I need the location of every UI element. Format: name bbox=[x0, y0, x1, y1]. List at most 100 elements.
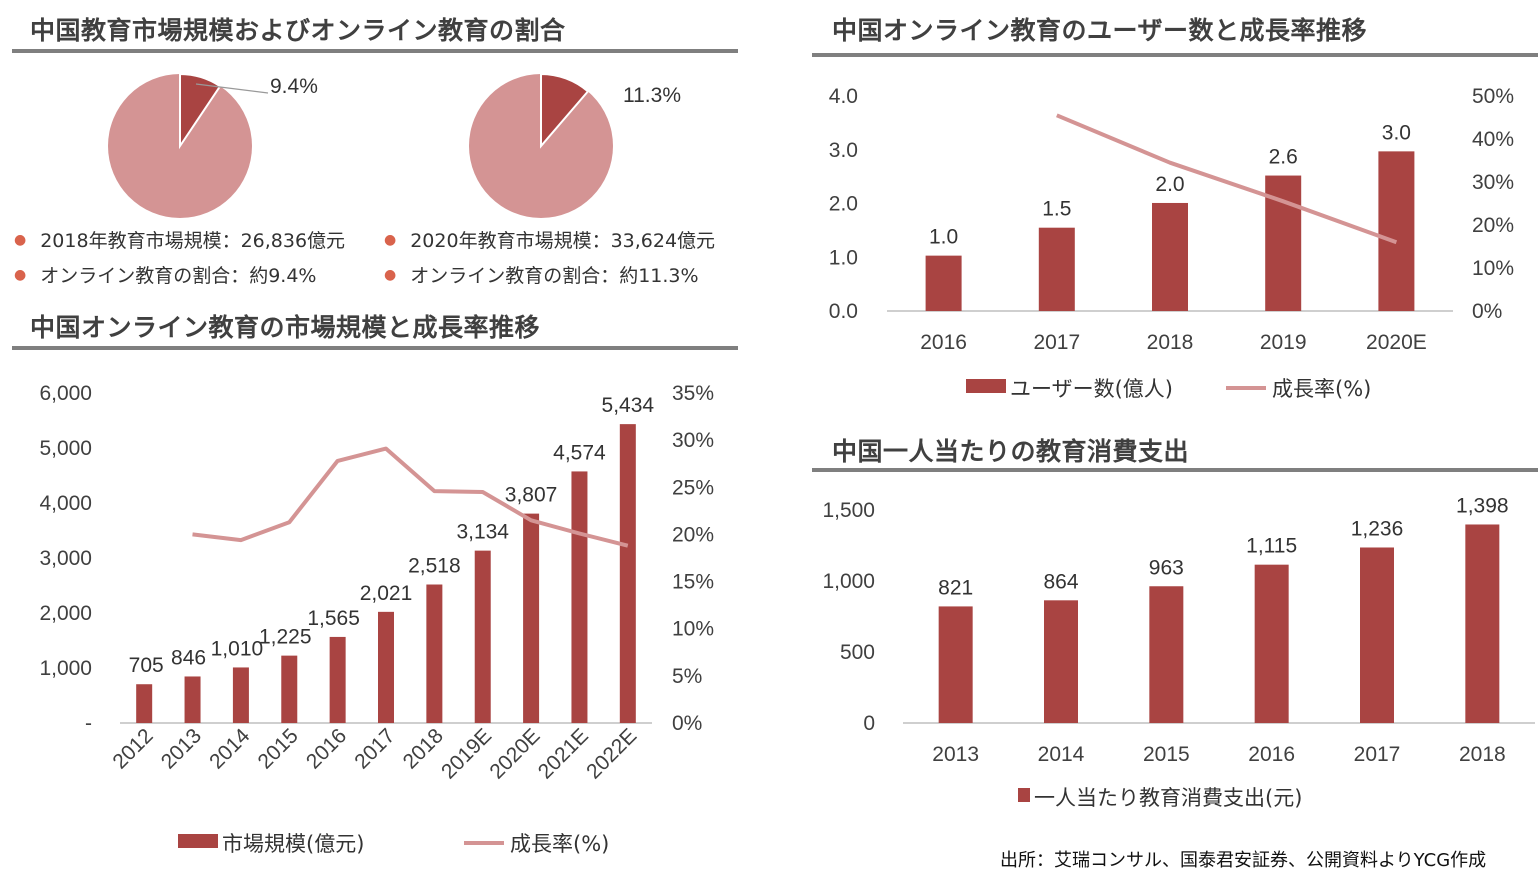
spend-legend-bar-label: 一人当たり教育消費支出(元) bbox=[1034, 786, 1302, 810]
market-y-tick: - bbox=[85, 712, 92, 735]
users-bar bbox=[1378, 151, 1415, 311]
market-y2-tick: 15% bbox=[672, 571, 714, 594]
spend-data-label: 864 bbox=[1043, 570, 1078, 593]
market-x-tick: 2012 bbox=[108, 724, 157, 773]
pie-1-online-slice bbox=[179, 72, 222, 150]
pie-1-label: 9.4% bbox=[270, 75, 318, 98]
market-legend-line-label: 成長率(%) bbox=[510, 832, 609, 856]
pie-2-label: 11.3% bbox=[623, 84, 681, 107]
source-note: 出所：艾瑞コンサル、国泰君安証券、公開資料よりYCG作成 bbox=[1000, 850, 1487, 871]
spend-x-tick: 2017 bbox=[1354, 743, 1401, 766]
market-data-label: 4,574 bbox=[553, 441, 606, 464]
users-y2-tick: 40% bbox=[1472, 128, 1514, 151]
users-data-label: 1.5 bbox=[1042, 198, 1071, 221]
users-legend-bar-label: ユーザー数(億人) bbox=[1010, 377, 1173, 401]
spend-data-label: 1,115 bbox=[1246, 535, 1297, 558]
market-x-tick: 2020E bbox=[485, 724, 544, 783]
users-x-tick: 2017 bbox=[1033, 331, 1080, 354]
spend-x-tick: 2016 bbox=[1248, 743, 1295, 766]
market-data-label: 846 bbox=[171, 646, 206, 669]
spend-data-label: 821 bbox=[938, 576, 973, 599]
market-chart-title: 中国オンライン教育の市場規模と成長率推移 bbox=[30, 313, 541, 342]
users-bar bbox=[925, 255, 962, 311]
market-data-label: 1,225 bbox=[259, 626, 312, 649]
market-data-label: 2,518 bbox=[408, 555, 461, 578]
spend-bar bbox=[1044, 600, 1078, 723]
market-x-tick: 2013 bbox=[157, 724, 206, 773]
users-chart-title: 中国オンライン教育のユーザー数と成長率推移 bbox=[832, 16, 1368, 45]
market-bar bbox=[184, 676, 201, 723]
users-y-tick: 3.0 bbox=[829, 139, 858, 162]
users-y-tick: 1.0 bbox=[829, 246, 858, 269]
users-y-tick: 4.0 bbox=[829, 85, 858, 108]
market-bar bbox=[523, 513, 540, 723]
market-growth-line bbox=[192, 446, 629, 548]
spend-y-tick: 1,500 bbox=[822, 499, 875, 522]
users-y2-tick: 20% bbox=[1472, 214, 1514, 237]
users-y2-tick: 30% bbox=[1472, 171, 1514, 194]
spend-bar bbox=[938, 606, 973, 723]
spend-y-tick: 0 bbox=[863, 712, 875, 735]
users-data-label: 3.0 bbox=[1382, 121, 1411, 144]
market-data-label: 3,807 bbox=[505, 484, 558, 507]
market-legend-bar-swatch bbox=[178, 834, 218, 848]
pies-title: 中国教育市場規模およびオンライン教育の割合 bbox=[30, 16, 566, 45]
market-data-label: 705 bbox=[129, 654, 164, 677]
market-bar bbox=[571, 471, 588, 723]
pie1-bullet-1: ● 2018年教育市場規模：26,836億元 bbox=[14, 230, 346, 252]
pie-1-leader-line bbox=[195, 83, 269, 94]
bullet-dot-icon: ● bbox=[14, 232, 27, 248]
market-bar bbox=[136, 684, 153, 723]
market-data-label: 5,434 bbox=[602, 394, 655, 417]
market-data-label: 2,021 bbox=[360, 582, 413, 605]
spend-x-tick: 2013 bbox=[932, 743, 979, 766]
users-y2-tick: 10% bbox=[1472, 257, 1514, 280]
users-data-label: 2.6 bbox=[1269, 146, 1298, 169]
spend-y-tick: 500 bbox=[840, 641, 875, 664]
market-data-label: 1,010 bbox=[211, 637, 264, 660]
users-y2-tick: 50% bbox=[1472, 85, 1514, 108]
market-x-tick: 2017 bbox=[350, 724, 399, 773]
market-x-tick: 2021E bbox=[534, 724, 593, 783]
market-data-label: 1,565 bbox=[307, 607, 360, 630]
spend-title-rule bbox=[812, 468, 1538, 472]
users-growth-line bbox=[1056, 113, 1398, 245]
bullet-dot-icon: ● bbox=[14, 267, 27, 283]
market-y-tick: 1,000 bbox=[39, 657, 92, 680]
spend-data-label: 1,236 bbox=[1351, 517, 1404, 540]
bullet-dot-icon: ● bbox=[384, 267, 397, 283]
spend-chart-title: 中国一人当たりの教育消費支出 bbox=[832, 437, 1190, 466]
spend-data-label: 963 bbox=[1149, 556, 1184, 579]
spend-x-tick: 2015 bbox=[1143, 743, 1190, 766]
spend-bar bbox=[1465, 524, 1500, 723]
pie2-bullet-2: ● オンライン教育の割合：約11.3% bbox=[384, 265, 699, 287]
spend-bar bbox=[1254, 564, 1289, 723]
market-bar bbox=[281, 655, 298, 723]
market-x-tick: 2019E bbox=[437, 724, 496, 783]
market-legend-bar-label: 市場規模(億元) bbox=[222, 832, 364, 856]
market-y-tick: 3,000 bbox=[39, 547, 92, 570]
market-y2-tick: 10% bbox=[672, 618, 714, 641]
users-data-label: 2.0 bbox=[1155, 173, 1184, 196]
market-y2-tick: 0% bbox=[672, 712, 702, 735]
market-y2-tick: 25% bbox=[672, 476, 714, 499]
market-x-tick: 2016 bbox=[302, 724, 351, 773]
market-bar bbox=[378, 611, 394, 723]
users-data-label: 1.0 bbox=[929, 226, 958, 249]
users-legend-bar-swatch bbox=[966, 379, 1006, 393]
pie1-bullet-2: ● オンライン教育の割合：約9.4% bbox=[14, 265, 317, 287]
market-bar bbox=[329, 636, 346, 723]
users-bar bbox=[1038, 227, 1075, 311]
market-x-tick: 2014 bbox=[205, 724, 255, 774]
users-y-tick: 0.0 bbox=[829, 300, 858, 323]
market-y2-tick: 5% bbox=[672, 665, 702, 688]
market-y-tick: 4,000 bbox=[39, 492, 92, 515]
market-y-tick: 2,000 bbox=[39, 602, 92, 625]
market-y2-tick: 20% bbox=[672, 523, 714, 546]
market-bar bbox=[619, 424, 636, 723]
market-y-tick: 5,000 bbox=[39, 437, 92, 460]
spend-x-tick: 2014 bbox=[1038, 743, 1085, 766]
market-data-label: 3,134 bbox=[456, 521, 509, 544]
spend-bar bbox=[1149, 586, 1184, 723]
